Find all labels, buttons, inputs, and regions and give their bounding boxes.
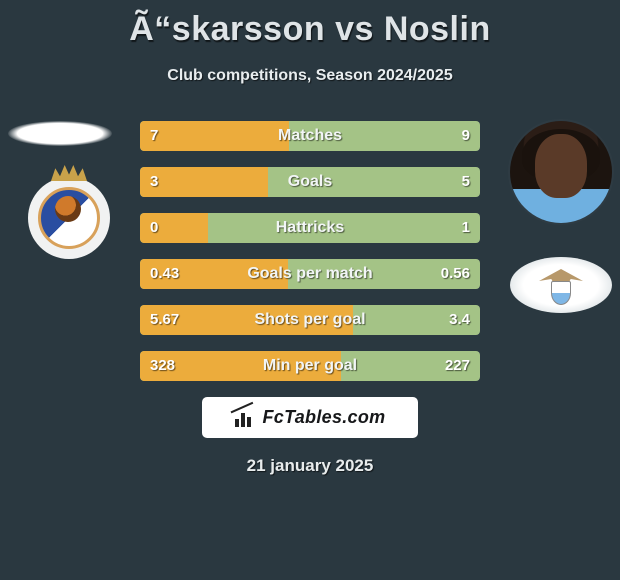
player-avatar-right: [510, 121, 612, 223]
bar-chart-icon: [235, 409, 255, 427]
stat-row: 3Goals5: [140, 167, 480, 197]
page-subtitle: Club competitions, Season 2024/2025: [0, 67, 620, 85]
comparison-bars: 7Matches9 3Goals5 0Hattricks1 0.43Goals per…: [140, 121, 480, 381]
stat-right-value: 3.4: [449, 305, 470, 335]
brand-badge[interactable]: FcTables.com: [202, 397, 418, 438]
stat-right-value: 227: [445, 351, 470, 381]
crown-icon: [51, 165, 87, 181]
stat-label: Goals: [140, 167, 480, 197]
club-badge-right: [510, 257, 612, 313]
club-badge-left-inner: [38, 187, 100, 249]
player-avatar-left-placeholder: [8, 121, 112, 146]
stat-right-value: 0.56: [441, 259, 470, 289]
page-title: Ã“skarsson vs Noslin: [0, 10, 620, 49]
stat-row: 0.43Goals per match0.56: [140, 259, 480, 289]
stat-right-value: 1: [462, 213, 470, 243]
club-badge-left: [28, 177, 110, 259]
stat-right-value: 5: [462, 167, 470, 197]
shield-icon: [551, 281, 571, 305]
stat-right-value: 9: [462, 121, 470, 151]
stat-row: 5.67Shots per goal3.4: [140, 305, 480, 335]
stat-label: Goals per match: [140, 259, 480, 289]
stat-label: Shots per goal: [140, 305, 480, 335]
footer-date: 21 january 2025: [0, 456, 620, 476]
stat-label: Min per goal: [140, 351, 480, 381]
stat-label: Matches: [140, 121, 480, 151]
stat-row: 7Matches9: [140, 121, 480, 151]
stat-row: 0Hattricks1: [140, 213, 480, 243]
brand-text: FcTables.com: [263, 407, 386, 428]
stat-label: Hattricks: [140, 213, 480, 243]
comparison-card: Ã“skarsson vs Noslin Club competitions, …: [0, 0, 620, 476]
stat-row: 328Min per goal227: [140, 351, 480, 381]
main-content: 7Matches9 3Goals5 0Hattricks1 0.43Goals per…: [0, 121, 620, 381]
